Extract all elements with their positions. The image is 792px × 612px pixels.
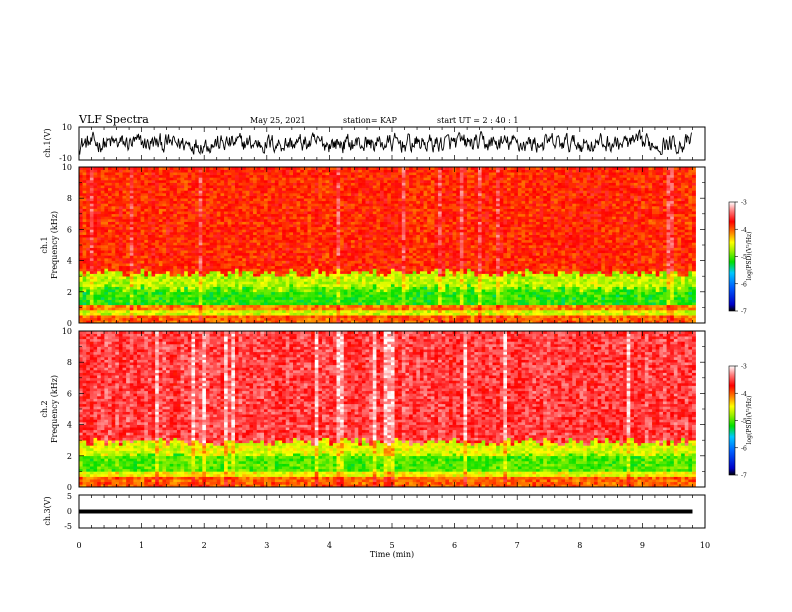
ch1-ytick-top: 10 xyxy=(62,123,72,132)
time-tick-label: 0 xyxy=(76,541,81,550)
ch1-waveform-panel: 10 -10 ch.1(V) xyxy=(43,123,706,163)
ch2-frequency-axis-label: Frequency (kHz) xyxy=(50,375,59,443)
frequency-tick-label: 8 xyxy=(67,358,72,367)
colorbar-tick-label: -6 xyxy=(741,281,747,288)
ch2-spectrogram-time-ticks xyxy=(78,331,706,487)
colorbar-tick-label: -7 xyxy=(741,309,747,316)
ch1-colorbar: -3 -4 -5 -6 -7 log(PSD)(V²/Hz) xyxy=(728,200,753,316)
frequency-tick-label: 8 xyxy=(67,194,72,203)
frequency-tick-label: 0 xyxy=(67,319,72,328)
ch1-spectrogram-panel: 0 2 4 6 8 10 ch.1 Frequency (kHz) xyxy=(40,163,706,328)
time-tick-label: 2 xyxy=(202,541,207,550)
ch2-spectrogram-panel: 0 2 4 6 8 10 ch.2 Frequency (kHz) xyxy=(40,327,706,492)
frequency-tick-label: 4 xyxy=(67,421,72,430)
frequency-tick-label: 4 xyxy=(67,257,72,266)
ch1-frequency-axis-label: Frequency (kHz) xyxy=(50,211,59,279)
ch2-colorbar: -3 -4 -5 -6 -7 log(PSD)(V²/Hz) xyxy=(728,364,753,480)
frequency-tick-label: 2 xyxy=(67,452,72,461)
colorbar-tick-label: -4 xyxy=(741,391,747,398)
ch1-spectrogram-label-channel: ch.1 xyxy=(40,236,49,253)
figure-date: May 25, 2021 xyxy=(250,116,306,125)
figure-station: station= KAP xyxy=(343,116,398,125)
ch2-colorbar-label: log(PSD)(V²/Hz) xyxy=(746,396,753,445)
ch2-frequency-ticks: 0 2 4 6 8 10 xyxy=(62,327,705,492)
colorbar-tick-label: -4 xyxy=(741,227,747,234)
ch1-waveform-ticks xyxy=(78,127,706,160)
time-tick-label: 9 xyxy=(640,541,645,550)
frequency-tick-label: 6 xyxy=(67,389,72,398)
colorbar-tick-label: -3 xyxy=(741,200,747,207)
ch3-waveform-ticks xyxy=(78,495,706,528)
colorbar-tick-label: -5 xyxy=(741,418,747,425)
ch1-spectrogram-time-ticks xyxy=(78,167,706,323)
time-tick-label: 8 xyxy=(577,541,582,550)
ch1-colorbar-label: log(PSD)(V²/Hz) xyxy=(746,232,753,281)
ch3-waveform-panel: 5 0 -5 ch.3(V) xyxy=(43,492,706,531)
figure-start-time: start UT = 2 : 40 : 1 xyxy=(437,116,518,125)
time-tick-label: 1 xyxy=(139,541,144,550)
frequency-tick-label: 10 xyxy=(62,163,72,172)
ch1-ylabel: ch.1(V) xyxy=(43,128,52,157)
ch1-spectrogram-image xyxy=(79,167,696,324)
time-axis-tick-labels: 0 1 2 3 4 5 6 7 8 9 10 xyxy=(76,541,710,550)
colorbar-tick-label: -7 xyxy=(741,473,747,480)
frequency-tick-label: 0 xyxy=(67,483,72,492)
frequency-tick-label: 10 xyxy=(62,327,72,336)
time-axis-label: Time (min) xyxy=(370,550,414,559)
frequency-tick-label: 2 xyxy=(67,288,72,297)
frequency-tick-label: 6 xyxy=(67,225,72,234)
ch1-frequency-ticks: 0 2 4 6 8 10 xyxy=(62,163,705,328)
time-tick-label: 7 xyxy=(515,541,520,550)
time-tick-label: 3 xyxy=(264,541,269,550)
ch2-spectrogram-label-channel: ch.2 xyxy=(40,400,49,417)
time-tick-label: 4 xyxy=(327,541,332,550)
ch3-ytick-top: 5 xyxy=(67,492,72,501)
ch1-waveform-line xyxy=(78,129,692,156)
ch3-waveform-band xyxy=(79,509,693,514)
ch3-ytick-bottom: -5 xyxy=(64,522,72,531)
time-tick-label: 6 xyxy=(452,541,457,550)
colorbar-tick-label: -3 xyxy=(741,364,747,371)
ch3-ylabel: ch.3(V) xyxy=(43,496,52,525)
colorbar-tick-label: -5 xyxy=(741,254,747,261)
time-tick-label: 5 xyxy=(389,541,394,550)
ch3-ytick-middle: 0 xyxy=(67,507,72,516)
time-tick-label: 10 xyxy=(700,541,710,550)
colorbar-tick-label: -6 xyxy=(741,445,747,452)
ch1-ytick-bottom: -10 xyxy=(59,154,72,163)
ch2-spectrogram-image xyxy=(79,331,696,488)
figure-title: VLF Spectra xyxy=(78,113,149,126)
